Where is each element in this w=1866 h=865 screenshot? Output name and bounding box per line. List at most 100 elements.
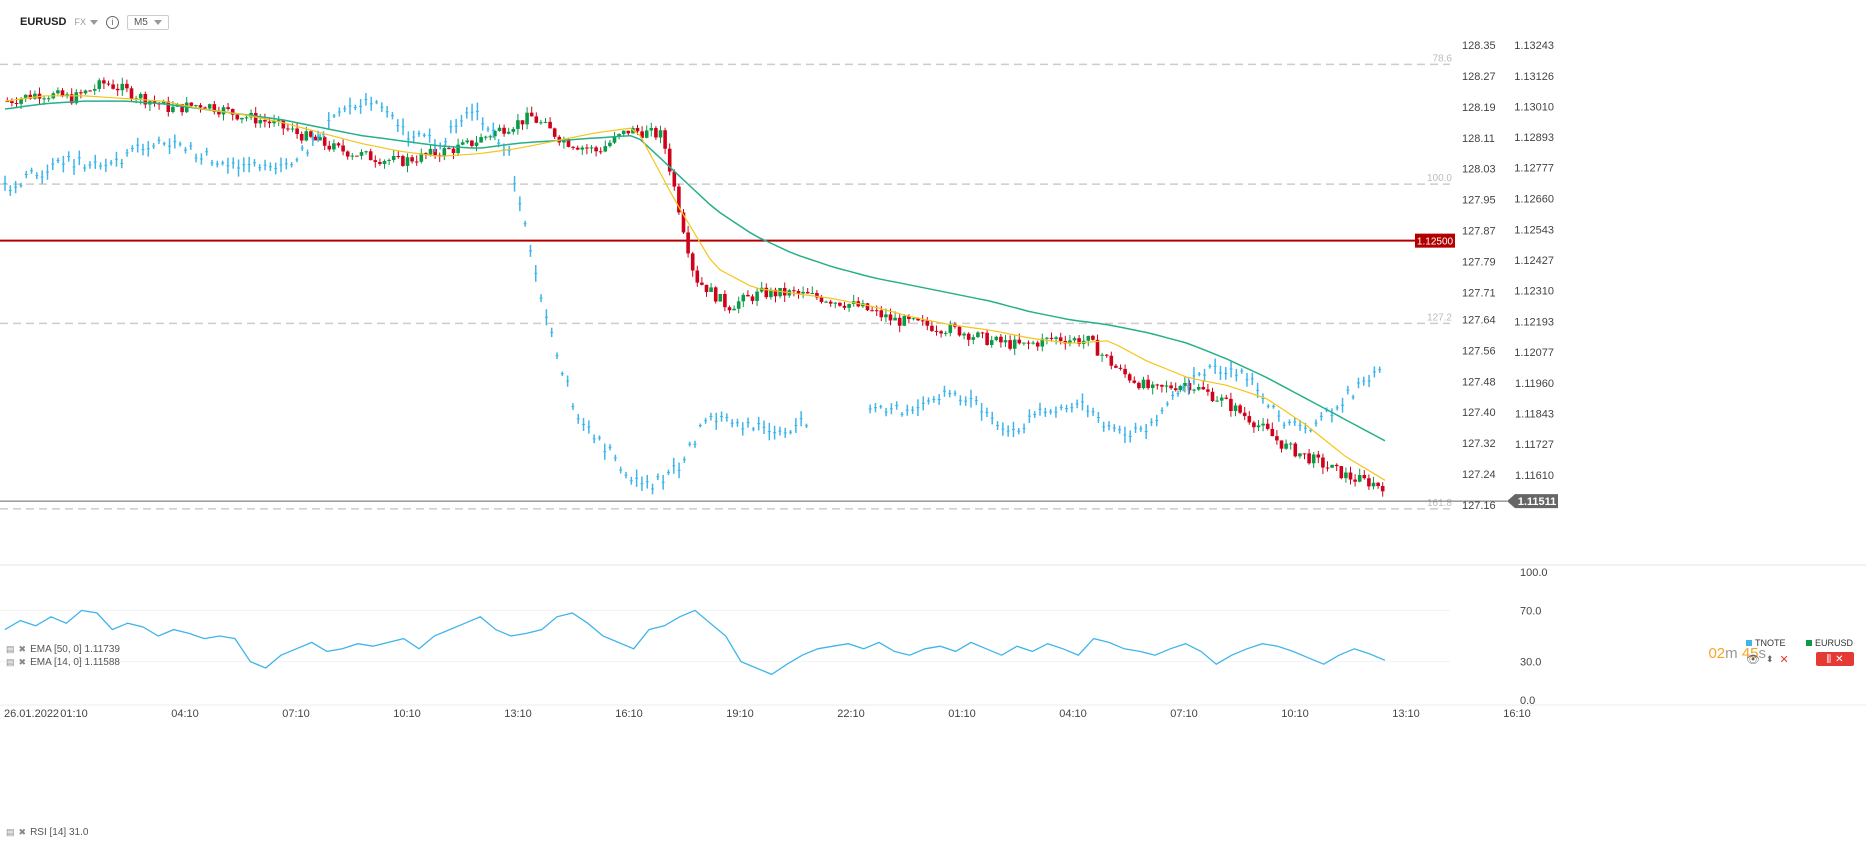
candle-body	[161, 101, 166, 105]
settings-icon[interactable]: ▤	[6, 827, 15, 837]
candle-body	[920, 320, 925, 322]
candle-body	[672, 171, 677, 187]
candle-body	[125, 83, 129, 89]
candle-body	[1307, 453, 1311, 464]
candle-body	[212, 104, 217, 112]
rsi-legend[interactable]: ▤ ✖ RSI [14] 31.0	[6, 827, 88, 838]
close-icon[interactable]: ✖	[18, 657, 27, 667]
level-1-12500-label: 1.12500	[1417, 237, 1454, 248]
tnote-tag[interactable]: TNOTE	[1746, 638, 1786, 648]
candle-body	[598, 151, 603, 153]
candle-body	[792, 290, 796, 292]
close-icon[interactable]: ✖	[18, 644, 27, 654]
candle-body	[506, 131, 511, 134]
left-price-tick: 127.87	[1462, 226, 1496, 238]
candle-body	[1012, 339, 1017, 349]
timer-seconds-unit: s	[1758, 645, 1767, 662]
candle-body	[221, 107, 226, 115]
candle-body	[571, 146, 575, 148]
candle-body	[884, 314, 888, 318]
candle-body	[368, 151, 373, 161]
candle-body	[677, 186, 681, 213]
candle-body	[1146, 379, 1150, 389]
candle-body	[373, 160, 378, 163]
right-price-tick: 1.12193	[1514, 316, 1554, 328]
right-price-tick: 1.11727	[1515, 439, 1554, 451]
symbol-label[interactable]: EURUSD	[20, 16, 67, 28]
candle-body	[1114, 365, 1118, 368]
candle-body	[649, 128, 654, 131]
close-icon[interactable]: ✖	[18, 827, 27, 837]
fib-level-label: 161.8	[1427, 498, 1452, 509]
candle-body	[663, 130, 667, 149]
timer-minutes: 02	[1708, 645, 1726, 662]
eurusd-tag[interactable]: EURUSD	[1806, 638, 1853, 648]
candle-body	[14, 103, 19, 105]
right-price-tick: 1.11960	[1515, 378, 1554, 390]
x-time-tick: 19:10	[726, 708, 754, 720]
candle-body	[488, 136, 493, 138]
candle-body	[1164, 385, 1169, 387]
candle-body	[907, 315, 911, 320]
candle-body	[1022, 342, 1026, 344]
candle-body	[925, 320, 930, 326]
candle-body	[552, 128, 557, 137]
ema50-legend[interactable]: ▤ ✖ EMA [50, 0] 1.11739	[6, 644, 120, 655]
candle-body	[1302, 453, 1307, 455]
candle-body	[424, 153, 428, 155]
candle-body	[410, 157, 414, 162]
ema14-legend[interactable]: ▤ ✖ EMA [14, 0] 1.11588	[6, 657, 120, 668]
eye-icon[interactable]: 👁	[1746, 654, 1760, 666]
candle-body	[690, 253, 695, 271]
candle-body	[644, 130, 649, 138]
candle-body	[189, 102, 194, 106]
left-price-tick: 127.79	[1462, 256, 1496, 268]
candle-body	[483, 136, 488, 138]
candle-body	[309, 131, 313, 137]
candle-body	[801, 291, 805, 294]
chevron-down-icon[interactable]	[89, 19, 98, 25]
candle-body	[1242, 412, 1247, 417]
candle-body	[42, 98, 46, 100]
right-price-tick: 1.12660	[1514, 194, 1554, 206]
timeframe-select[interactable]: M5	[126, 14, 169, 30]
candle-body	[322, 137, 327, 146]
candle-body	[10, 101, 14, 104]
candle-body	[828, 301, 833, 304]
settings-icon[interactable]: ▤	[6, 657, 15, 667]
candle-body	[267, 121, 272, 124]
candle-body	[493, 130, 497, 137]
candle-body	[272, 120, 276, 124]
settings-icon[interactable]: ▤	[6, 644, 15, 654]
x-time-tick: 16:10	[1503, 708, 1531, 720]
candle-body	[1072, 338, 1077, 341]
candlestick-icon[interactable]: ⫼	[1826, 653, 1832, 665]
left-price-tick: 127.56	[1462, 345, 1496, 357]
candle-body	[1288, 443, 1293, 445]
candle-body	[741, 294, 746, 302]
close-icon[interactable]: ✕	[1779, 654, 1789, 666]
candle-body	[989, 340, 994, 345]
candle-body	[713, 287, 718, 302]
right-price-tick: 1.12543	[1514, 224, 1554, 236]
reorder-icon[interactable]: ⬍	[1765, 654, 1774, 664]
right-price-tick: 1.12310	[1514, 286, 1554, 298]
left-price-tick: 127.40	[1462, 407, 1496, 419]
candle-body	[1353, 479, 1357, 482]
candle-body	[608, 142, 612, 147]
candle-body	[580, 147, 585, 150]
timer-seconds: 45	[1741, 645, 1759, 662]
candle-body	[1196, 387, 1201, 390]
rsi-tick-label: 100.0	[1520, 567, 1548, 579]
candle-body	[1344, 472, 1348, 479]
close-icon[interactable]: ✕	[1835, 653, 1844, 665]
info-icon[interactable]: i	[105, 15, 119, 29]
candle-body	[1068, 340, 1072, 344]
candle-body	[966, 333, 971, 340]
candle-body	[971, 337, 976, 340]
candle-body	[893, 317, 897, 321]
x-time-tick: 07:10	[1170, 708, 1198, 720]
candle-body	[290, 128, 295, 130]
candle-body	[391, 156, 396, 160]
